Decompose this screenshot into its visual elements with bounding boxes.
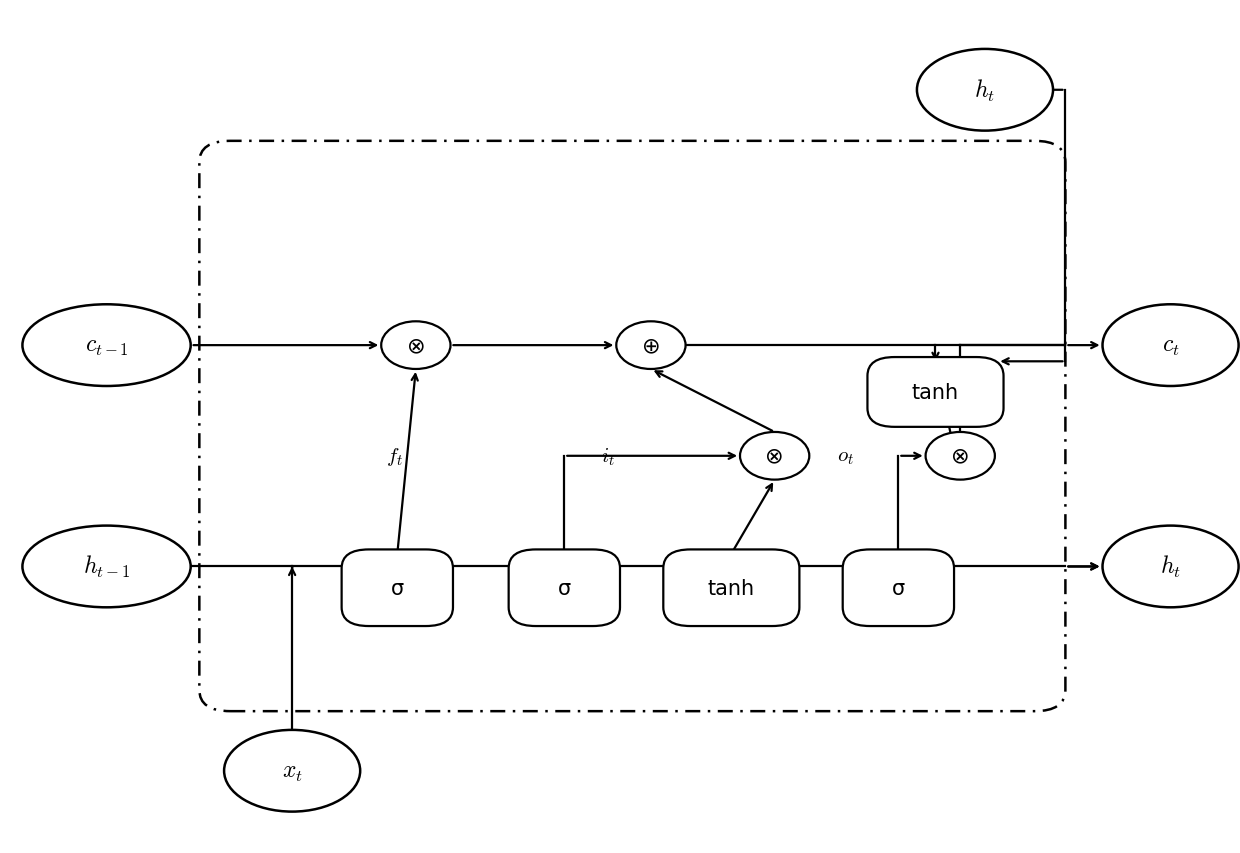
Text: $o_t$: $o_t$ bbox=[837, 446, 853, 467]
Text: ⊗: ⊗ bbox=[765, 446, 784, 467]
Text: $c_{t-1}$: $c_{t-1}$ bbox=[84, 334, 129, 357]
Text: σ: σ bbox=[391, 578, 404, 598]
Ellipse shape bbox=[916, 49, 1053, 131]
Ellipse shape bbox=[22, 526, 191, 607]
Text: $h_t$: $h_t$ bbox=[975, 78, 996, 104]
Text: tanh: tanh bbox=[708, 578, 755, 598]
FancyBboxPatch shape bbox=[663, 550, 800, 626]
Circle shape bbox=[925, 432, 994, 480]
Text: σ: σ bbox=[892, 578, 905, 598]
Text: $x_t$: $x_t$ bbox=[281, 759, 303, 783]
Text: tanh: tanh bbox=[911, 382, 959, 403]
Text: $i_t$: $i_t$ bbox=[600, 445, 615, 467]
FancyBboxPatch shape bbox=[843, 550, 954, 626]
Ellipse shape bbox=[1102, 526, 1239, 607]
Text: ⊕: ⊕ bbox=[641, 336, 660, 356]
Text: $h_{t-1}$: $h_{t-1}$ bbox=[83, 554, 130, 580]
Text: $c_t$: $c_t$ bbox=[1162, 334, 1179, 357]
Ellipse shape bbox=[224, 730, 360, 812]
FancyBboxPatch shape bbox=[342, 550, 453, 626]
Circle shape bbox=[381, 322, 450, 369]
Text: σ: σ bbox=[558, 578, 570, 598]
Text: ⊗: ⊗ bbox=[951, 446, 970, 467]
Ellipse shape bbox=[1102, 305, 1239, 386]
Text: $f_t$: $f_t$ bbox=[387, 445, 403, 467]
Text: $h_t$: $h_t$ bbox=[1161, 554, 1180, 580]
Ellipse shape bbox=[22, 305, 191, 386]
FancyBboxPatch shape bbox=[508, 550, 620, 626]
Text: ⊗: ⊗ bbox=[407, 336, 425, 356]
Circle shape bbox=[740, 432, 810, 480]
Circle shape bbox=[616, 322, 686, 369]
FancyBboxPatch shape bbox=[868, 357, 1003, 427]
